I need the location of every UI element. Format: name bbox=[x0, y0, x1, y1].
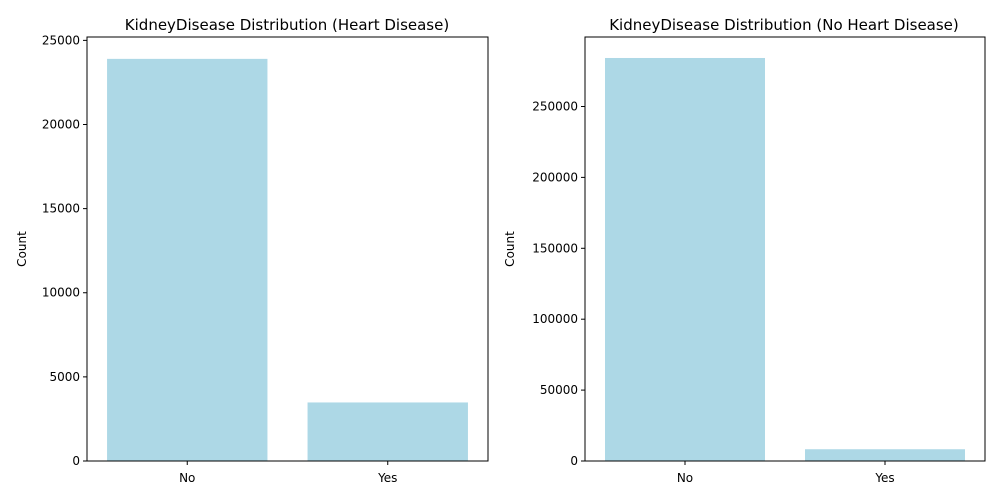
y-tick-label: 250000 bbox=[532, 99, 578, 113]
y-tick-label: 25000 bbox=[42, 33, 80, 47]
plot-frame bbox=[86, 36, 489, 462]
y-axis-label: Count bbox=[15, 231, 29, 267]
bar-no bbox=[605, 57, 765, 461]
y-tick-label: 5000 bbox=[49, 370, 80, 384]
bar-yes bbox=[805, 449, 965, 461]
y-tick-label: 0 bbox=[72, 454, 80, 468]
y-tick-label: 50000 bbox=[540, 383, 578, 397]
y-tick-label: 150000 bbox=[532, 241, 578, 255]
x-tick-label: Yes bbox=[377, 471, 397, 485]
plot-frame bbox=[584, 36, 986, 462]
bars bbox=[605, 57, 965, 461]
y-tick-label: 15000 bbox=[42, 202, 80, 216]
chart-no-heart-disease: KidneyDisease Distribution (No Heart Dis… bbox=[503, 16, 986, 485]
y-tick-label: 200000 bbox=[532, 170, 578, 184]
y-tick-label: 100000 bbox=[532, 312, 578, 326]
x-ticks: No Yes bbox=[677, 461, 895, 485]
x-ticks: No Yes bbox=[179, 461, 397, 485]
y-ticks: 0 5000 10000 15000 20000 25000 bbox=[42, 33, 87, 468]
x-tick-label: No bbox=[179, 471, 195, 485]
chart-title: KidneyDisease Distribution (Heart Diseas… bbox=[125, 16, 449, 34]
y-tick-label: 0 bbox=[570, 454, 578, 468]
y-tick-label: 10000 bbox=[42, 286, 80, 300]
bar-yes bbox=[307, 402, 468, 461]
chart-title: KidneyDisease Distribution (No Heart Dis… bbox=[609, 16, 959, 34]
y-ticks: 0 50000 100000 150000 200000 250000 bbox=[532, 99, 585, 468]
x-tick-label: No bbox=[677, 471, 693, 485]
y-tick-label: 20000 bbox=[42, 117, 80, 131]
bar-no bbox=[107, 58, 268, 461]
bars bbox=[107, 58, 468, 461]
y-axis-label: Count bbox=[503, 231, 517, 267]
x-tick-label: Yes bbox=[874, 471, 894, 485]
chart-heart-disease: KidneyDisease Distribution (Heart Diseas… bbox=[15, 16, 489, 485]
